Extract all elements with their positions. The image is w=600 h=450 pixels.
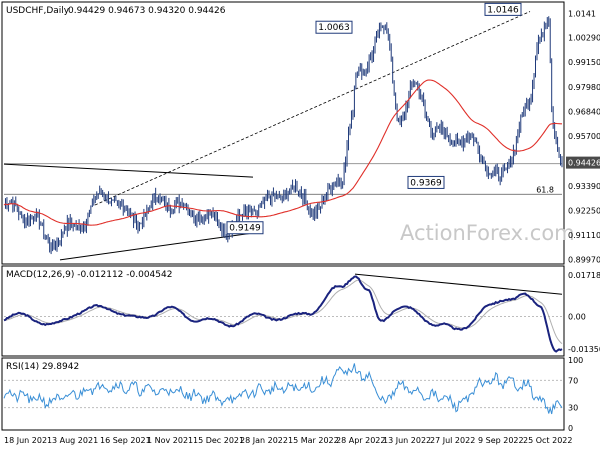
macd-main-line bbox=[3, 275, 563, 353]
macd-divergence-trendline bbox=[354, 273, 563, 295]
rsi-panel bbox=[1, 357, 565, 431]
rsi-axis-tick-label: 0 bbox=[568, 424, 573, 433]
price-annotations: 0.9369 1.0063 1.0146 0.9149 61.8 bbox=[226, 2, 554, 235]
price-axis-tick-label: 0.92250 bbox=[568, 206, 600, 215]
x-axis-tick-label: 9 Sep 2022 bbox=[478, 436, 524, 445]
ohlc-label: 0.94429 0.94673 0.94320 0.94426 bbox=[68, 6, 226, 16]
x-axis-tick-label: 27 Jul 2022 bbox=[430, 436, 475, 445]
x-axis-tick-label: 16 Sep 2021 bbox=[100, 436, 151, 445]
triangle-upper-trendline bbox=[3, 163, 254, 178]
x-axis-tick-label: 1 Nov 2021 bbox=[147, 436, 193, 445]
x-axis-tick-label: 28 Apr 2022 bbox=[336, 436, 385, 445]
price-axis-tick-label: 0.91110 bbox=[568, 231, 600, 240]
symbol-label: USDCHF,Daily bbox=[6, 6, 70, 16]
price-axis-tick-label: 1.0141 bbox=[568, 9, 596, 18]
x-axis-tick-label: 25 Oct 2022 bbox=[523, 436, 572, 445]
rsi-axis-tick-label: 100 bbox=[568, 356, 583, 365]
high-1.0063-label: 1.0063 bbox=[315, 20, 353, 34]
rsi-line bbox=[3, 363, 563, 415]
rsi-line bbox=[3, 363, 563, 415]
price-axis-tick-label: 0.89970 bbox=[568, 255, 600, 264]
svg-text:1.0063: 1.0063 bbox=[318, 23, 350, 33]
x-axis-tick-label: 15 Mar 2022 bbox=[288, 436, 339, 445]
price-axis-tick-label: 0.96840 bbox=[568, 108, 600, 117]
watermark: ActionForex.com bbox=[400, 221, 575, 245]
price-axis-tick-label: 0.97980 bbox=[568, 83, 600, 92]
macd-label: MACD(12,26,9) -0.012112 -0.004542 bbox=[6, 270, 172, 280]
low-0.9149-label: 0.9149 bbox=[226, 221, 264, 235]
x-axis-tick-label: 15 Dec 2021 bbox=[193, 436, 244, 445]
gridlines bbox=[4, 163, 562, 409]
moving-average-line bbox=[3, 79, 563, 226]
high-1.0146-label: 1.0146 bbox=[484, 2, 522, 16]
price-axis-tick-label: 0.93390 bbox=[568, 182, 600, 191]
price-axis-tick-label: 1.00290 bbox=[568, 34, 600, 43]
current-price-tag bbox=[566, 156, 600, 169]
svg-text:0.9149: 0.9149 bbox=[229, 224, 261, 234]
price-panel bbox=[1, 1, 565, 265]
macd-axis-tick-label: 0.00 bbox=[568, 312, 586, 321]
price-bars bbox=[3, 16, 563, 255]
axes: 1.0141 1.00290 0.99150 0.97980 0.96840 0.9570… bbox=[4, 9, 600, 445]
price-axis-tick-label: 0.95700 bbox=[568, 132, 600, 141]
x-axis-tick-label: 28 Jan 2022 bbox=[240, 436, 288, 445]
trendlines bbox=[3, 11, 563, 295]
macd-axis-tick-label: 0.017184 bbox=[568, 271, 600, 280]
channel-dotted-trendline bbox=[94, 11, 531, 206]
svg-text:0.9369: 0.9369 bbox=[410, 178, 442, 188]
rsi-axis-tick-label: 70 bbox=[568, 376, 578, 385]
rsi-label: RSI(14) 29.8942 bbox=[6, 362, 79, 372]
low-0.9369-label: 0.9369 bbox=[407, 175, 445, 189]
price-axis-tick-label: 0.94426 bbox=[568, 159, 600, 168]
macd-lines bbox=[3, 275, 563, 353]
macd-axis-tick-label: -0.013507 bbox=[568, 345, 600, 354]
x-axis-tick-label: 18 Jun 2021 bbox=[4, 436, 52, 445]
x-axis-tick-label: 13 Jun 2022 bbox=[383, 436, 431, 445]
x-axis-tick-label: 3 Aug 2021 bbox=[52, 436, 98, 445]
svg-text:1.0146: 1.0146 bbox=[487, 5, 519, 15]
triangle-lower-trendline bbox=[59, 232, 254, 261]
rsi-axis-tick-label: 30 bbox=[568, 404, 578, 413]
fib-618-label: 61.8 bbox=[536, 185, 554, 194]
macd-panel bbox=[1, 265, 565, 357]
price-axis-tick-label: 0.99150 bbox=[568, 58, 600, 67]
